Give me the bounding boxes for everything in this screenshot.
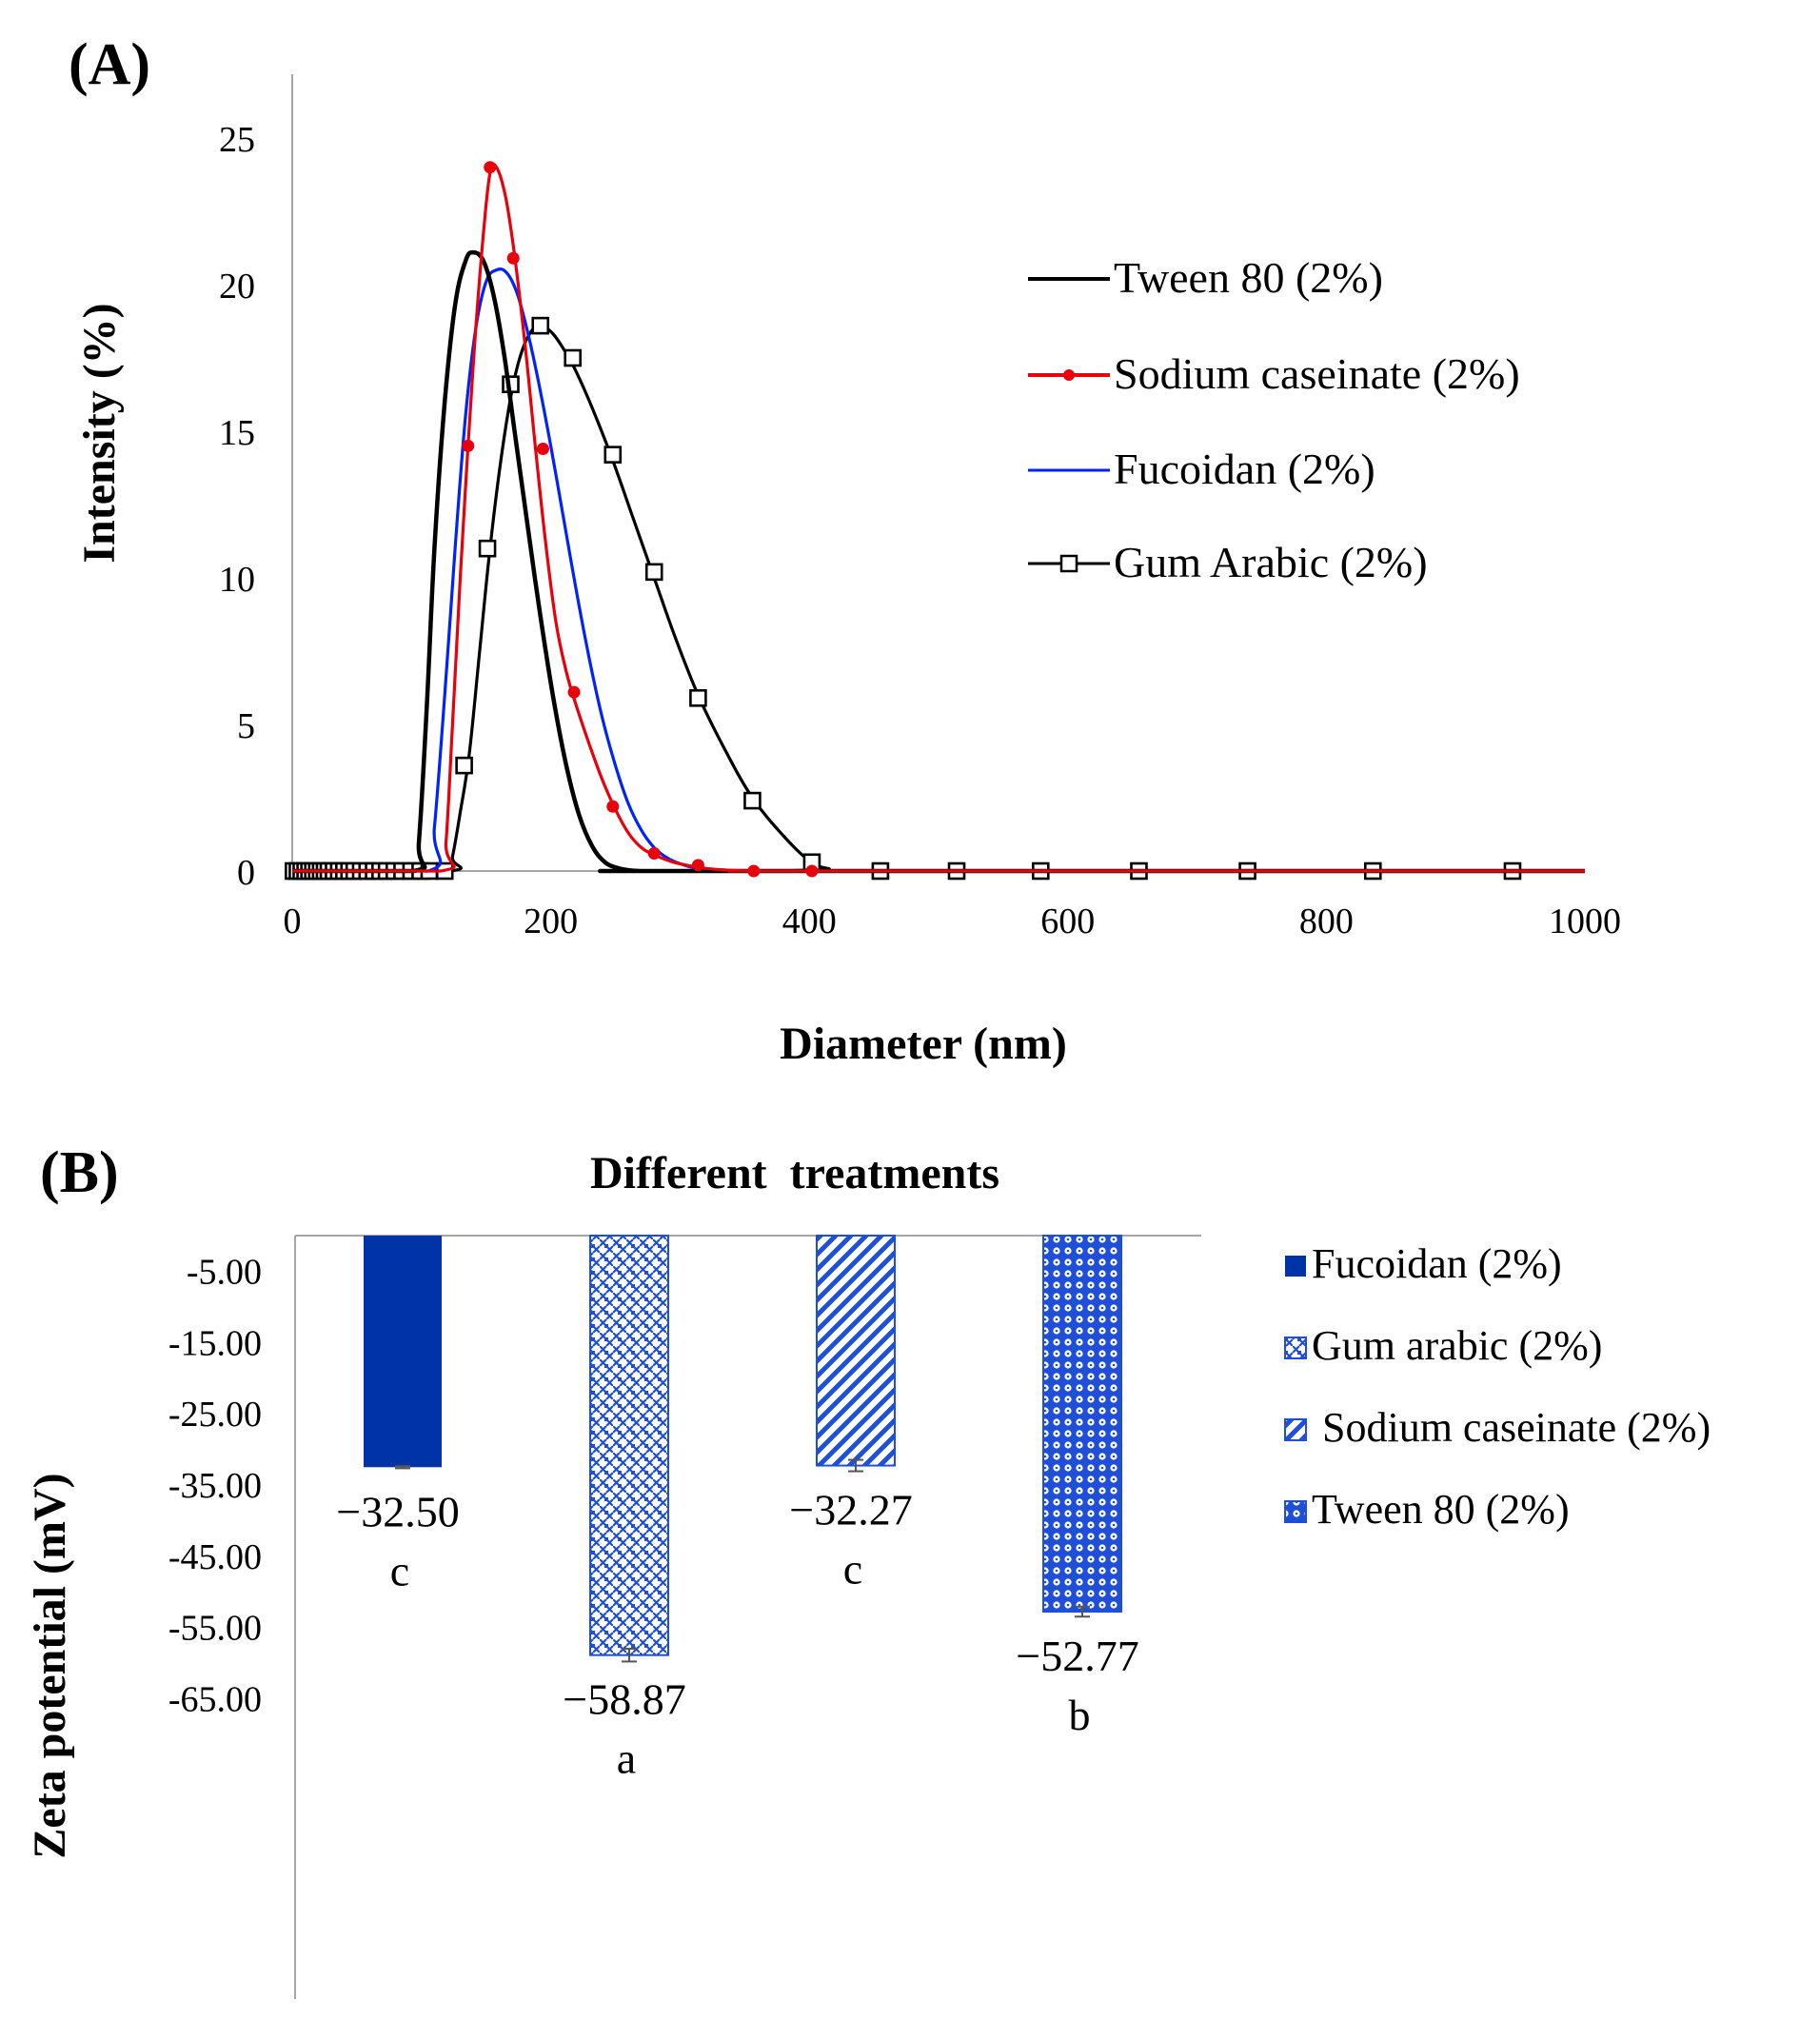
legend-item-gum: Gum Arabic (2%) — [1028, 538, 1428, 586]
panel-b-bars-group: −32.50 c −58.87 a −32.27 c −52.77 b — [336, 1235, 1139, 1783]
b-y-tick-2: -25.00 — [168, 1395, 262, 1435]
value-label-tween: −52.77 — [1016, 1632, 1138, 1680]
panel-b-label: (B) — [40, 1140, 119, 1205]
point-gum-29 — [531, 316, 550, 335]
point-gum-31 — [603, 446, 623, 464]
panel-a-x-axis-label: Diameter (nm) — [780, 1019, 1067, 1069]
point-caseinate-4 — [567, 685, 581, 699]
a-y-tick-3: 15 — [219, 413, 255, 453]
panel-a-y-axis-label: Intensity (%) — [74, 303, 125, 563]
a-x-tick-5: 1000 — [1549, 901, 1621, 941]
b-y-tick-0: -5.00 — [187, 1252, 262, 1292]
legend-item-tween: Tween 80 (2%) — [1028, 253, 1383, 302]
series-tween — [292, 249, 1585, 874]
panel-a-x-tick-labels: 0 200 400 600 800 1000 — [284, 901, 1622, 941]
panel-a-y-tick-labels: 0 5 10 15 20 25 — [219, 120, 255, 893]
bar-group-caseinate: −32.27 c — [789, 1235, 913, 1594]
legend-item-fucoidan: Fucoidan (2%) — [1028, 445, 1375, 493]
point-gum-32 — [644, 563, 663, 582]
bar-gum — [589, 1235, 669, 1656]
legend-item-gum-bar: Gum arabic (2%) — [1284, 1322, 1602, 1369]
letter-label-fucoidan: c — [390, 1546, 409, 1594]
legend-item-caseinate-bar: Sodium caseinate (2%) — [1284, 1404, 1711, 1451]
series-gum-line — [292, 323, 1585, 873]
point-gum-30 — [564, 348, 582, 367]
bar-group-gum: −58.87 a — [563, 1235, 686, 1783]
panel-b-legend: Fucoidan (2%) Gum arabic (2%) Sodium cas… — [1284, 1240, 1711, 1533]
panel-b-y-tick-labels: -5.00 -15.00 -25.00 -35.00 -45.00 -55.00 -65.0… — [168, 1252, 262, 1719]
legend-tween-label: Tween 80 (2%) — [1114, 253, 1383, 302]
legend-fucoidan-swatch — [1285, 1256, 1306, 1277]
panel-b-title: Different treatments — [590, 1148, 999, 1198]
a-x-tick-4: 800 — [1299, 901, 1354, 941]
point-caseinate-8 — [747, 864, 761, 878]
point-gum-26 — [455, 756, 473, 775]
value-label-gum: −58.87 — [563, 1675, 685, 1724]
bar-group-fucoidan: −32.50 c — [336, 1236, 460, 1594]
series-caseinate — [292, 161, 1585, 878]
point-caseinate-6 — [647, 847, 661, 861]
legend-caseinate-swatch — [1284, 1418, 1307, 1441]
a-y-tick-1: 5 — [237, 706, 255, 746]
bar-group-tween: −52.77 b — [1016, 1235, 1139, 1739]
legend-caseinate-marker — [1063, 369, 1075, 381]
point-gum-33 — [689, 688, 707, 707]
legend-item-fucoidan-bar: Fucoidan (2%) — [1285, 1240, 1562, 1287]
panel-a-legend: Tween 80 (2%) Sodium caseinate (2%) Fuco… — [1028, 253, 1520, 586]
legend-caseinate-bar-label: Sodium caseinate (2%) — [1312, 1404, 1711, 1451]
b-y-tick-4: -45.00 — [168, 1537, 262, 1577]
legend-gum-marker — [1059, 554, 1078, 573]
bar-caseinate — [816, 1235, 896, 1467]
legend-item-caseinate: Sodium caseinate (2%) — [1028, 349, 1520, 398]
panel-a-series-group — [285, 161, 1585, 881]
legend-tween-bar-label: Tween 80 (2%) — [1312, 1486, 1570, 1533]
b-y-tick-5: -55.00 — [168, 1609, 262, 1649]
panel-a-line-chart: (A) 0 5 10 15 20 25 0 200 400 600 800 1000 Intensi… — [69, 32, 1621, 1069]
bar-tween — [1042, 1235, 1122, 1614]
point-caseinate-5 — [606, 800, 620, 813]
point-caseinate-9 — [805, 864, 819, 878]
point-gum-27 — [478, 539, 497, 558]
legend-fucoidan-label: Fucoidan (2%) — [1114, 445, 1375, 493]
legend-gum-label: Gum Arabic (2%) — [1114, 538, 1428, 586]
legend-item-tween-bar: Tween 80 (2%) — [1284, 1486, 1570, 1533]
panel-b-bar-chart: (B) Different treatments -5.00 -15.00 -25.… — [25, 1140, 1711, 1999]
legend-caseinate-label: Sodium caseinate (2%) — [1114, 349, 1520, 398]
b-y-tick-6: -65.00 — [168, 1680, 262, 1720]
legend-fucoidan-bar-label: Fucoidan (2%) — [1312, 1240, 1562, 1287]
a-y-tick-4: 20 — [219, 267, 255, 307]
a-x-tick-1: 200 — [524, 901, 578, 941]
series-tween-line — [292, 249, 1585, 874]
a-x-tick-0: 0 — [284, 901, 302, 941]
point-gum-34 — [743, 791, 762, 810]
a-y-tick-2: 10 — [219, 560, 255, 600]
a-y-tick-5: 25 — [219, 120, 255, 160]
series-gum — [285, 316, 1585, 881]
point-caseinate-0 — [462, 439, 475, 452]
letter-label-gum: a — [617, 1734, 636, 1783]
legend-gum-swatch — [1284, 1337, 1307, 1359]
panel-a-label: (A) — [69, 32, 150, 97]
b-y-tick-3: -35.00 — [168, 1466, 262, 1506]
value-label-fucoidan: −32.50 — [336, 1487, 459, 1535]
panel-b-y-axis-label: Zeta potential (mV) — [25, 1473, 75, 1858]
point-caseinate-3 — [536, 442, 549, 455]
a-x-tick-3: 600 — [1040, 901, 1095, 941]
series-caseinate-line — [292, 163, 1585, 873]
point-caseinate-2 — [506, 251, 520, 265]
legend-tween-swatch — [1284, 1500, 1307, 1523]
point-caseinate-7 — [691, 859, 704, 872]
point-caseinate-1 — [484, 161, 497, 174]
a-y-tick-0: 0 — [237, 853, 255, 893]
a-x-tick-2: 400 — [782, 901, 837, 941]
bar-fucoidan — [364, 1236, 442, 1468]
legend-gum-bar-label: Gum arabic (2%) — [1312, 1322, 1602, 1369]
value-label-caseinate: −32.27 — [789, 1486, 912, 1535]
b-y-tick-1: -15.00 — [168, 1323, 262, 1363]
letter-label-caseinate: c — [843, 1545, 862, 1594]
letter-label-tween: b — [1069, 1691, 1091, 1739]
